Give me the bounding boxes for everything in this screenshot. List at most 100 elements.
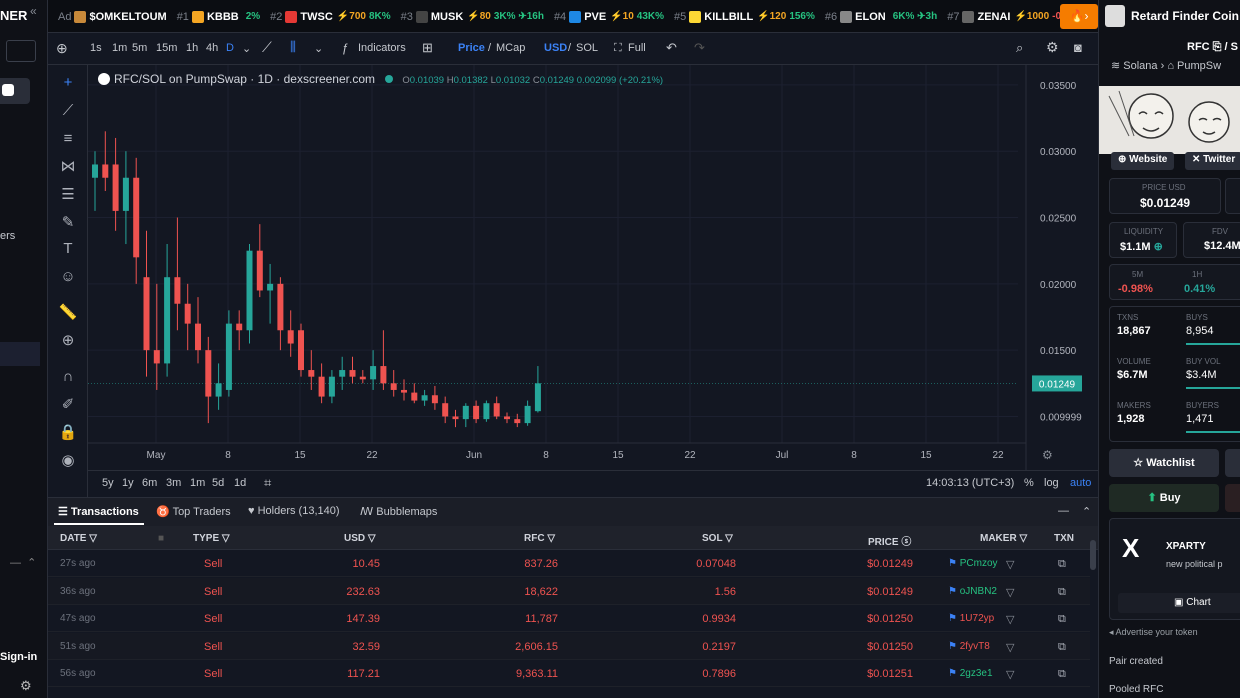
undo-icon[interactable]: ↶ <box>666 40 677 55</box>
ticker-lead[interactable]: Ad $OMKELTOUM <box>58 10 167 23</box>
zoom-in-icon[interactable]: ⊕ <box>61 332 75 349</box>
indicators-button[interactable]: Indicators <box>358 42 406 54</box>
emoji-icon[interactable]: ☺ <box>60 268 76 285</box>
col-maker[interactable]: MAKER ▽ <box>980 533 1028 544</box>
table-row[interactable]: 27s ago Sell 10.45 837.26 0.07048 $0.01249 ⚑ P… <box>48 550 1090 577</box>
period-1y[interactable]: 1y <box>122 477 134 489</box>
ruler-icon[interactable]: 📏 <box>58 304 78 321</box>
tab-top-traders[interactable]: ♉ Top Traders <box>156 506 231 518</box>
row-maker[interactable]: ⚑ 2fyvT8 <box>948 640 990 652</box>
row-maker[interactable]: ⚑ 1U72yp <box>948 613 995 624</box>
usd-toggle[interactable]: USD <box>544 42 568 54</box>
table-row[interactable]: 47s ago Sell 147.39 11,787 0.9934 $0.01250 ⚑ 1… <box>48 605 1090 632</box>
clock-time[interactable]: 14:03:13 (UTC+3) <box>926 477 1015 489</box>
ticker-item[interactable]: #2 TWSC ⚡700 8K% <box>270 0 391 32</box>
filter-icon[interactable]: ▽ <box>1006 669 1015 681</box>
table-scrollbar[interactable] <box>1090 540 1096 570</box>
line-type-icon[interactable]: ⟋ <box>262 39 272 55</box>
period-1d[interactable]: 1d <box>234 477 247 489</box>
external-link-icon[interactable]: ⧉ <box>1058 640 1066 653</box>
filter-icon[interactable]: ▽ <box>1006 586 1015 599</box>
filter-toggle-icon[interactable]: ■ <box>158 533 165 544</box>
brush-icon[interactable]: ✎ <box>61 214 75 231</box>
interval-1s[interactable]: 1s <box>90 42 102 54</box>
ad-card[interactable]: X XPARTY new political p ▣ Chart <box>1109 518 1240 620</box>
col-usd[interactable]: USD ▽ <box>344 533 376 544</box>
horizontal-lines-icon[interactable]: ≡ <box>63 130 73 147</box>
log-toggle[interactable]: log <box>1044 477 1059 489</box>
interval-chevron-icon[interactable]: ⌄ <box>242 43 252 55</box>
website-button[interactable]: ⊕ Website <box>1111 152 1175 170</box>
row-maker[interactable]: ⚑ oJNBN2 <box>948 585 997 597</box>
col-price[interactable]: PRICE ⓢ <box>868 537 912 548</box>
ticker-item[interactable]: #4 PVE ⚡10 43K% <box>554 0 664 32</box>
external-link-icon[interactable]: ⧉ <box>1058 613 1066 625</box>
row-maker[interactable]: ⚑ 2gz3e1 <box>948 668 993 679</box>
advertise-link[interactable]: ◂ Advertise your token <box>1109 627 1198 637</box>
search-shortcut[interactable] <box>6 40 36 62</box>
h1-label[interactable]: 1H <box>1192 270 1203 279</box>
interval-D[interactable]: D <box>226 42 234 54</box>
sol-toggle[interactable]: SOL <box>576 42 599 54</box>
text-icon[interactable]: T <box>63 240 73 257</box>
table-row[interactable]: 36s ago Sell 232.63 18,622 1.56 $0.01249 ⚑ oJN… <box>48 577 1090 605</box>
external-link-icon[interactable]: ⧉ <box>1058 558 1066 570</box>
templates-icon[interactable]: ⊞ <box>422 40 433 55</box>
add-symbol-icon[interactable]: ⊕ <box>56 40 68 56</box>
pattern-icon[interactable]: ⋈ <box>60 158 76 175</box>
eye-icon[interactable]: ◉ <box>61 452 75 469</box>
redo-icon[interactable]: ↷ <box>694 40 705 55</box>
panel-divider[interactable] <box>48 497 1098 498</box>
settings-icon[interactable]: ⚙ <box>1046 39 1059 55</box>
m5-label[interactable]: 5M <box>1132 270 1144 279</box>
lock-icon[interactable]: 🔒 <box>58 424 78 441</box>
external-link-icon[interactable]: ⧉ <box>1058 668 1066 680</box>
h1-value[interactable]: 0.41% <box>1184 283 1216 295</box>
crosshair-icon[interactable]: + <box>63 74 73 91</box>
camera-icon[interactable]: ◙ <box>1074 40 1082 55</box>
percent-toggle[interactable]: % <box>1024 477 1034 489</box>
minimize-icon[interactable]: — <box>1058 505 1069 517</box>
twitter-button[interactable]: ✕ Twitter <box>1185 152 1240 170</box>
trending-fire-button[interactable]: 🔥› <box>1060 4 1098 29</box>
watchlist-button[interactable]: ☆ Watchlist <box>1109 449 1219 477</box>
search-icon[interactable]: ⌕ <box>1016 40 1024 55</box>
col-type[interactable]: TYPE ▽ <box>193 533 230 544</box>
auto-toggle[interactable]: auto <box>1070 477 1092 489</box>
col-rfc[interactable]: RFC ▽ <box>524 533 556 544</box>
tab-holders[interactable]: ♥ Holders (13,140) <box>248 505 340 517</box>
ticker-item[interactable]: #3 MUSK ⚡80 3K% ✈16h <box>401 0 544 32</box>
table-row[interactable]: 51s ago Sell 32.59 2,606.15 0.2197 $0.01250 ⚑ … <box>48 632 1090 660</box>
candles-icon[interactable]: ⫼ <box>290 39 296 54</box>
sidebar-collapse-controls[interactable]: — ⌃ <box>10 557 37 569</box>
tab-bubblemaps[interactable]: ꟿ Bubblemaps <box>360 506 438 518</box>
alert-button[interactable] <box>1225 449 1240 477</box>
ad-chart-button[interactable]: ▣ Chart <box>1118 593 1240 613</box>
interval-15m[interactable]: 15m <box>156 42 178 54</box>
price-toggle[interactable]: Price <box>458 42 485 54</box>
period-1m[interactable]: 1m <box>190 477 206 489</box>
fullscreen-icon[interactable]: ⛶ <box>614 42 622 54</box>
chevron-down-icon[interactable]: ⌄ <box>314 43 324 55</box>
sign-in-link[interactable]: Sign-in <box>0 651 38 663</box>
tab-transactions[interactable]: ☰ Transactions <box>58 506 139 518</box>
period-5d[interactable]: 5d <box>212 477 225 489</box>
ticker-item[interactable]: #1 KBBB 2% <box>177 0 260 32</box>
period-6m[interactable]: 6m <box>142 477 158 489</box>
trendline-icon[interactable]: ⟋ <box>62 102 74 119</box>
ticker-item[interactable]: #5 KILLBILL ⚡120 156% <box>674 0 815 32</box>
expand-icon[interactable]: ⌃ <box>1082 506 1092 518</box>
period-5y[interactable]: 5y <box>102 477 114 489</box>
gear-icon[interactable]: ⚙ <box>20 678 32 693</box>
full-button[interactable]: Full <box>628 42 646 54</box>
sidebar-item-active[interactable] <box>0 78 30 104</box>
m5-value[interactable]: -0.98% <box>1118 283 1153 295</box>
collapse-icon[interactable]: « <box>30 4 37 18</box>
filter-icon[interactable]: ▽ <box>1006 641 1015 654</box>
candlestick-chart[interactable]: 0.03500 0.03000 0.02500 0.02000 0.01500 0.009… <box>88 65 1098 470</box>
col-sol[interactable]: SOL ▽ <box>702 533 733 544</box>
fib-icon[interactable]: ☰ <box>61 186 75 203</box>
sell-button[interactable] <box>1225 484 1240 512</box>
magnet-icon[interactable]: ∩ <box>62 368 74 385</box>
